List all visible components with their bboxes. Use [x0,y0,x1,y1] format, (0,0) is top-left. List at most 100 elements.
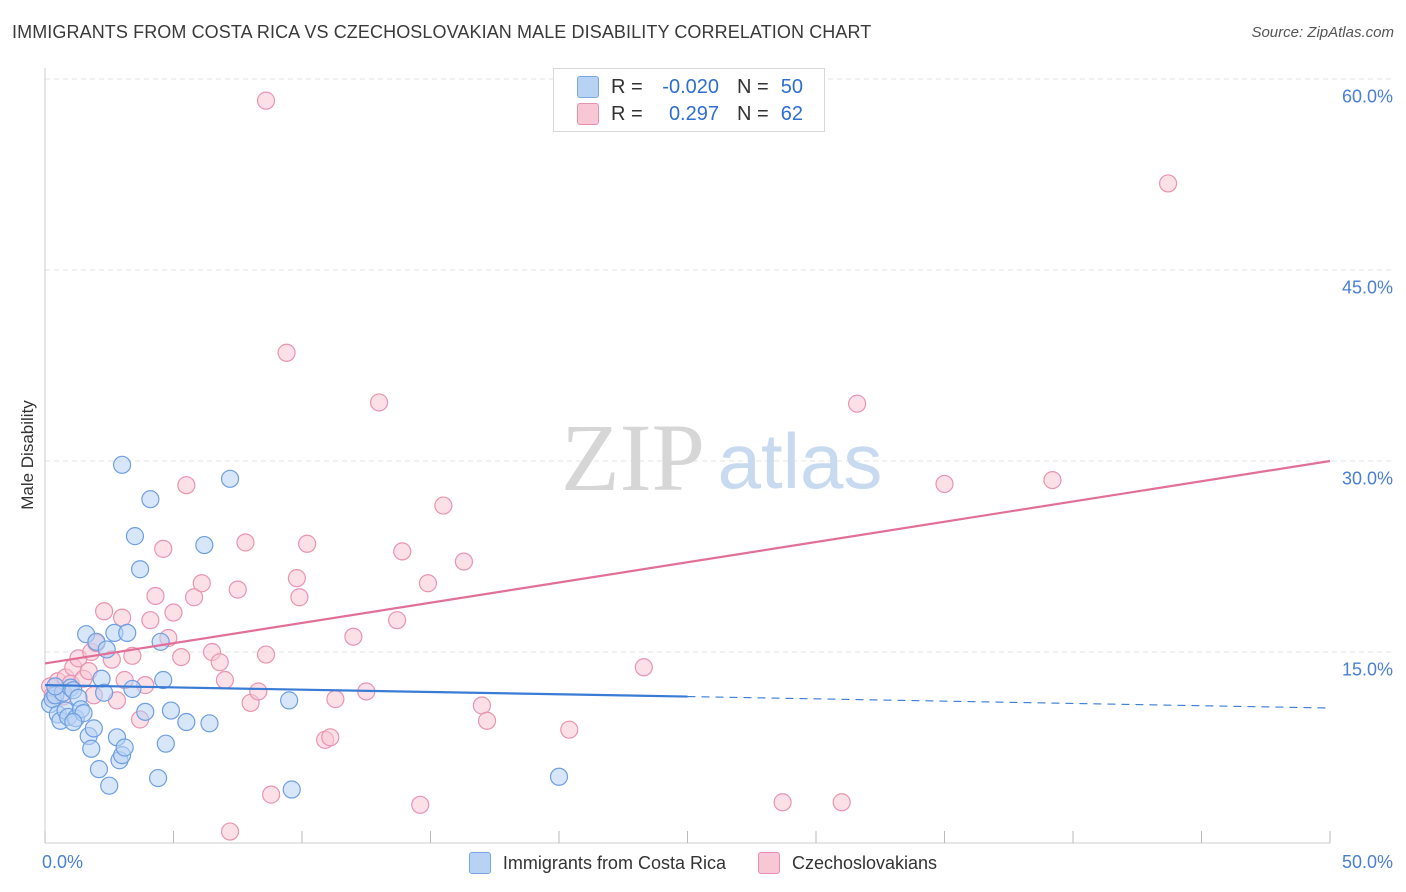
point-czechoslovakians [210,653,229,672]
point-costa-rica [161,701,181,720]
series-costa-rica [41,455,569,799]
point-czechoslovakians [172,647,191,667]
point-costa-rica [100,776,119,795]
point-costa-rica [177,712,196,732]
point-czechoslovakians [112,608,132,627]
stats-row-costa-rica: R = -0.020 N = 50 [554,74,803,100]
n-label: N = [737,75,769,98]
point-costa-rica [154,670,173,690]
point-czechoslovakians [123,646,142,665]
point-costa-rica [118,623,137,643]
n-label: N = [737,102,769,125]
point-czechoslovakians [1043,471,1062,490]
point-costa-rica [136,702,155,721]
point-costa-rica [89,760,109,779]
point-czechoslovakians [256,645,276,664]
correlation-stats-box: R = -0.020 N = 50 R = 0.297 N = 62 [553,68,825,132]
y-tick-30: 30.0% [1341,468,1393,489]
point-czechoslovakians [256,91,276,110]
costa-rica-swatch [577,76,599,98]
axes [44,68,1331,844]
point-costa-rica [112,455,132,474]
point-czechoslovakians [298,534,317,553]
chart-legend: Immigrants from Costa Rica Czechoslovaki… [0,852,1406,874]
trend-line-costa-rica [44,684,688,698]
point-costa-rica [220,469,240,488]
point-costa-rica [141,490,160,509]
y-tick-15: 15.0% [1341,659,1393,680]
trend-line-czechoslovakians [44,459,1331,665]
point-czechoslovakians [95,602,114,621]
point-czechoslovakians [164,603,183,622]
legend-label-costa-rica: Immigrants from Costa Rica [502,852,726,873]
y-axis-label: Male Disability [18,400,37,510]
legend-label-czechoslovakians: Czechoslovakians [791,852,938,873]
point-czechoslovakians [477,711,497,730]
legend-swatch-pink [757,852,780,874]
point-czechoslovakians [832,793,851,812]
point-czechoslovakians [184,588,204,607]
r-label: R = [611,102,643,125]
watermark-zip: ZIP [561,404,705,511]
point-costa-rica [64,712,83,732]
point-costa-rica [115,738,134,757]
point-costa-rica [82,739,101,758]
point-czechoslovakians [935,474,954,494]
legend-item-costa-rica[interactable]: Immigrants from Costa Rica [468,852,726,874]
n-value-czechoslovakians: 62 [780,102,803,125]
series-czechoslovakians [41,91,1178,841]
point-czechoslovakians [192,574,211,593]
point-czechoslovakians [454,552,474,571]
point-costa-rica [95,683,114,702]
point-czechoslovakians [387,611,407,630]
point-czechoslovakians [228,580,247,599]
point-czechoslovakians [177,476,196,495]
point-czechoslovakians [154,539,173,558]
point-czechoslovakians [262,785,281,804]
point-costa-rica [195,535,214,555]
point-czechoslovakians [287,569,306,588]
point-czechoslovakians [236,533,255,552]
point-czechoslovakians [326,690,345,709]
point-czechoslovakians [411,795,430,814]
r-value-czechoslovakians: 0.297 [668,102,719,125]
point-czechoslovakians [472,696,491,715]
point-czechoslovakians [560,720,579,739]
stats-row-czechoslovakians: R = 0.297 N = 62 [554,101,803,127]
point-czechoslovakians [1158,174,1178,193]
n-value-costa-rica: 50 [780,75,803,98]
point-czechoslovakians [321,728,340,747]
point-czechoslovakians [370,393,389,412]
point-czechoslovakians [277,343,296,362]
point-czechoslovakians [418,574,438,593]
point-czechoslovakians [146,586,165,606]
point-czechoslovakians [634,658,653,677]
source-label: Source: ZipAtlas.com [1251,24,1394,41]
trend-lines [44,459,1331,709]
czechoslovakians-swatch [577,103,599,125]
chart-title: IMMIGRANTS FROM COSTA RICA VS CZECHOSLOV… [12,22,872,42]
trend-line-costa-rica-dashed [687,695,1331,709]
point-costa-rica [151,632,170,651]
point-costa-rica [200,714,219,733]
gridlines [45,78,1393,653]
point-costa-rica [156,734,175,753]
point-costa-rica [130,560,150,579]
watermark-atlas: atlas [718,417,883,505]
legend-item-czechoslovakians[interactable]: Czechoslovakians [757,852,938,874]
x-tick-0: 0.0% [42,852,84,872]
r-value-costa-rica: -0.020 [662,75,719,98]
point-costa-rica [148,768,168,788]
point-costa-rica [123,679,142,699]
point-costa-rica [84,719,103,738]
point-costa-rica [549,767,569,786]
y-tick-60: 60.0% [1341,86,1393,107]
point-czechoslovakians [220,822,240,841]
point-czechoslovakians [344,627,363,646]
point-czechoslovakians [290,588,309,607]
point-czechoslovakians [848,394,867,413]
point-costa-rica [282,780,301,799]
point-czechoslovakians [393,542,412,561]
legend-swatch-blue [468,852,491,874]
